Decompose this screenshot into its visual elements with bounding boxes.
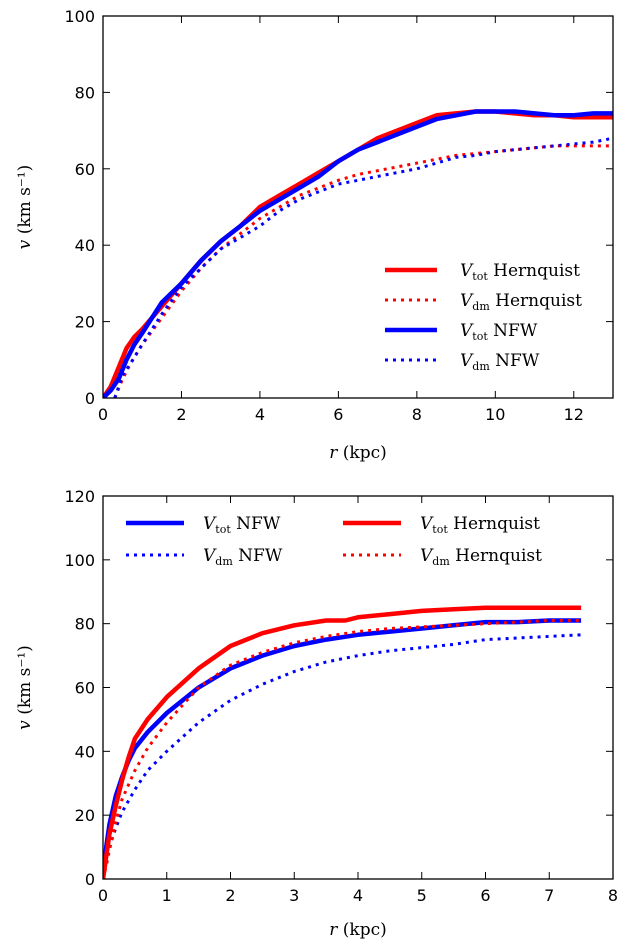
plot-area xyxy=(103,605,582,879)
y-tick-label: 60 xyxy=(75,160,95,179)
legend-label: Vdm NFW xyxy=(203,546,283,568)
legend: Vtot NFW Vdm NFW Vtot Hernquist Vdm Hernqui… xyxy=(126,514,542,568)
legend-label: Vtot Hernquist xyxy=(420,514,540,536)
x-tick-label: 3 xyxy=(289,886,299,905)
x-tick-label: 8 xyxy=(608,886,618,905)
plot-frame xyxy=(102,15,614,399)
x-tick-label: 4 xyxy=(255,405,265,424)
x-tick-label: 2 xyxy=(176,405,186,424)
y-tick-label: 20 xyxy=(75,806,95,825)
x-axis-label: r (kpc) xyxy=(329,920,387,940)
legend-label: Vdm NFW xyxy=(460,351,540,373)
top-chart: 0 2 4 6 8 10 12 0 20 40 60 80 100 r (kpc) v (km s⁻¹) Vt… xyxy=(15,7,614,463)
x-tick-label: 6 xyxy=(333,405,343,424)
x-tick-label: 4 xyxy=(353,886,363,905)
x-tick-label: 2 xyxy=(225,886,235,905)
x-tick-label: 8 xyxy=(412,405,422,424)
x-tick-label: 10 xyxy=(485,405,505,424)
series-line-v-dm-nfw xyxy=(113,136,613,398)
legend: Vtot Hernquist Vdm Hernquist Vtot NFW Vdm N… xyxy=(385,261,582,373)
y-tick-label: 120 xyxy=(64,487,95,506)
y-tick-label: 60 xyxy=(75,679,95,698)
series-line-v-tot-hernquist xyxy=(103,605,582,879)
y-tick-label: 0 xyxy=(85,870,95,889)
x-axis-label: r (kpc) xyxy=(329,443,387,463)
x-tick-label: 0 xyxy=(98,886,108,905)
y-axis-label: v (km s⁻¹) xyxy=(15,165,35,250)
series-line-v-dm-nfw xyxy=(103,633,582,879)
legend-label: Vdm Hernquist xyxy=(420,546,542,568)
series-line-v-tot-nfw xyxy=(103,109,613,398)
y-tick-label: 40 xyxy=(75,236,95,255)
x-tick-label: 1 xyxy=(162,886,172,905)
legend-label: Vtot NFW xyxy=(203,514,281,536)
y-tick-label: 100 xyxy=(64,551,95,570)
y-axis-label: v (km s⁻¹) xyxy=(15,645,35,730)
x-tick-label: 7 xyxy=(544,886,554,905)
y-tick-label: 80 xyxy=(75,83,95,102)
y-tick-label: 0 xyxy=(85,389,95,408)
y-tick-label: 40 xyxy=(75,742,95,761)
plot-area xyxy=(103,109,613,398)
x-tick-label: 6 xyxy=(480,886,490,905)
y-tick-label: 20 xyxy=(75,313,95,332)
legend-label: Vdm Hernquist xyxy=(460,291,582,313)
x-tick-label: 5 xyxy=(417,886,427,905)
y-tick-label: 80 xyxy=(75,615,95,634)
y-tick-label: 100 xyxy=(64,7,95,26)
legend-label: Vtot NFW xyxy=(460,321,538,343)
x-tick-label: 12 xyxy=(564,405,584,424)
series-line-v-dm-hernquist xyxy=(103,619,582,879)
x-tick-label: 0 xyxy=(98,405,108,424)
legend-label: Vtot Hernquist xyxy=(460,261,580,283)
